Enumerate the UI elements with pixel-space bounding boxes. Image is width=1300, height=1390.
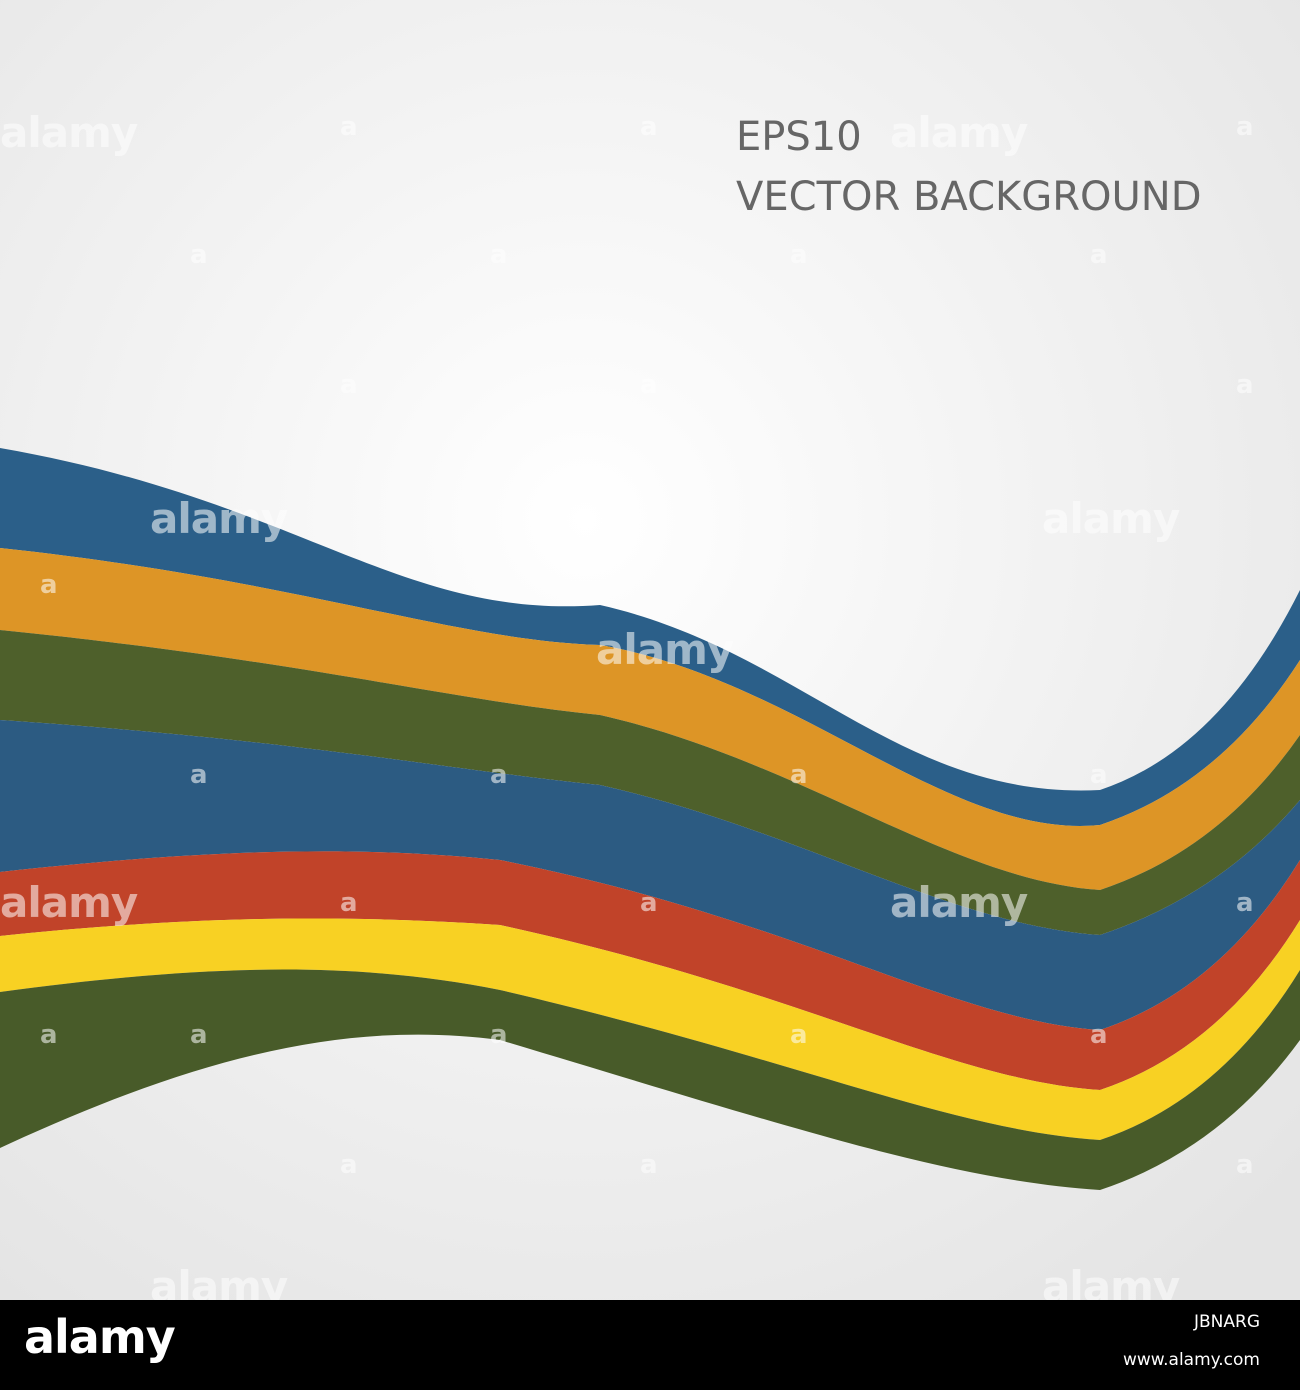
alamy-watermark-letter: a [340,1150,358,1180]
alamy-watermark-letter: a [790,1020,808,1050]
headline-line-1: EPS10 [736,114,862,160]
image-canvas: alamy alamy alamy alamy alamy alamy alamy alamy… [0,0,1300,1300]
alamy-watermark-letter: a [640,888,658,918]
alamy-watermark-letter: a [190,1020,208,1050]
alamy-watermark-letter: a [40,1020,58,1050]
alamy-watermark-letter: a [340,112,358,142]
stripe-olive-top [0,630,1300,935]
alamy-watermark-letter: a [640,370,658,400]
alamy-watermark: alamy [596,625,734,674]
stock-footer-bar: alamy JBNARG www.alamy.com [0,1300,1300,1390]
alamy-watermark-letter: a [790,240,808,270]
alamy-watermark-letter: a [1236,888,1254,918]
stripe-red [0,851,1300,1090]
stripe-yellow [0,918,1300,1140]
alamy-watermark: alamy [1042,1262,1180,1300]
alamy-watermark-letter: a [1236,370,1254,400]
alamy-watermark: alamy [890,878,1028,927]
alamy-watermark: alamy [890,108,1028,157]
alamy-watermark-letter: a [1236,112,1254,142]
alamy-watermark-letter: a [490,760,508,790]
headline-line-2: VECTOR BACKGROUND [736,174,1202,220]
alamy-watermark-letter: a [40,570,58,600]
alamy-watermark-letter: a [490,1020,508,1050]
alamy-logo: alamy [24,1310,176,1364]
alamy-watermark-letter: a [490,240,508,270]
stripe-olive-bottom [0,969,1300,1190]
alamy-watermark-letter: a [790,760,808,790]
wave-artwork [0,0,1300,1300]
stripe-blue-middle [0,720,1300,1030]
alamy-watermark-letter: a [1236,1150,1254,1180]
alamy-watermark-letter: a [1090,240,1108,270]
alamy-watermark: alamy [1042,494,1180,543]
wave-stripes [0,448,1300,1190]
stripe-blue-top [0,448,1300,826]
stripe-orange [0,548,1300,890]
alamy-watermark: alamy [0,108,138,157]
alamy-watermark-letter: a [190,240,208,270]
alamy-watermark: alamy [0,878,138,927]
alamy-watermark-letter: a [640,1150,658,1180]
alamy-watermark-letter: a [1090,760,1108,790]
alamy-watermark: alamy [150,1262,288,1300]
alamy-watermark-letter: a [340,370,358,400]
alamy-watermark-letter: a [640,112,658,142]
alamy-watermark-letter: a [340,888,358,918]
alamy-watermark-letter: a [1090,1020,1108,1050]
alamy-watermark-letter: a [190,760,208,790]
alamy-watermark: alamy [150,494,288,543]
image-id: JBNARG [1193,1312,1260,1332]
site-url: www.alamy.com [1122,1350,1260,1370]
